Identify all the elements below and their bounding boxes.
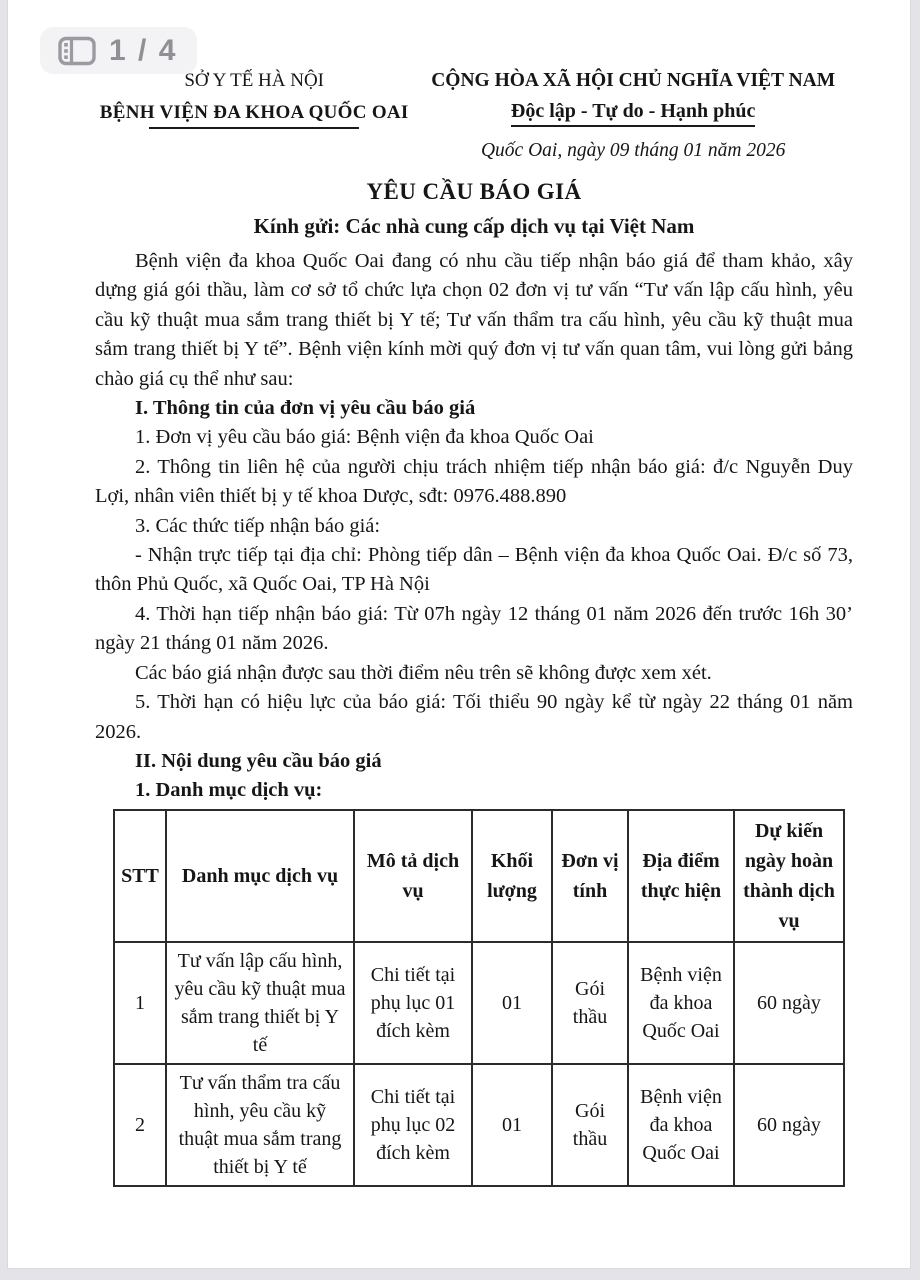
col-header-dia-diem: Địa điểm thực hiện (627, 808, 735, 943)
col-header-mo-ta: Mô tả dịch vụ (353, 808, 473, 943)
cell-stt: 2 (113, 1062, 167, 1187)
cell-dia-diem: Bệnh viện đa khoa Quốc Oai (627, 940, 735, 1065)
col-header-don-vi: Đơn vị tính (551, 808, 629, 943)
cell-danh-muc: Tư vấn thẩm tra cấu hình, yêu cầu kỹ thu… (165, 1062, 355, 1187)
section1-item4: 4. Thời hạn tiếp nhận báo giá: Từ 07h ng… (95, 602, 853, 655)
section1-note: Các báo giá nhận được sau thời điểm nêu … (135, 661, 712, 684)
section2-subheading: 1. Danh mục dịch vụ: (135, 779, 323, 802)
table-header-row: STT Danh mục dịch vụ Mô tả dịch vụ Khối … (113, 808, 845, 943)
col-header-du-kien: Dự kiến ngày hoàn thành dịch vụ (733, 808, 845, 943)
cell-don-vi: Gói thầu (551, 940, 629, 1065)
cell-danh-muc: Tư vấn lập cấu hình, yêu cầu kỹ thuật mu… (165, 940, 355, 1065)
cell-mo-ta: Chi tiết tại phụ lục 02 đích kèm (353, 1062, 473, 1187)
col-header-stt: STT (113, 808, 167, 943)
section1-item3-dash: - Nhận trực tiếp tại địa chỉ: Phòng tiếp… (95, 544, 853, 596)
cell-khoi-luong: 01 (471, 1062, 553, 1187)
header-national: CỘNG HÒA XÃ HỘI CHỦ NGHĨA VIỆT NAM Độc l… (413, 70, 853, 162)
cell-stt: 1 (113, 940, 167, 1065)
page-thumbnails-icon (58, 36, 96, 66)
cell-khoi-luong: 01 (471, 940, 553, 1065)
issuer-parent-org: SỞ Y TẾ HÀ NỘI (184, 70, 325, 91)
national-motto-line2: Độc lập - Tự do - Hạnh phúc (510, 100, 756, 127)
section1-heading: I. Thông tin của đơn vị yêu cầu báo giá (135, 397, 476, 420)
issuer-underline (149, 127, 360, 129)
section1-item2: 2. Thông tin liên hệ của người chịu trác… (95, 455, 853, 508)
intro-paragraph: Bệnh viện đa khoa Quốc Oai đang có nhu c… (95, 250, 853, 390)
issuer-org: BỆNH VIỆN ĐA KHOA QUỐC OAI (99, 102, 409, 123)
services-table: STT Danh mục dịch vụ Mô tả dịch vụ Khối … (113, 808, 845, 1187)
document-title: YÊU CẦU BÁO GIÁ (366, 179, 582, 204)
cell-mo-ta: Chi tiết tại phụ lục 01 đích kèm (353, 940, 473, 1065)
document-recipient: Kính gửi: Các nhà cung cấp dịch vụ tại V… (253, 214, 695, 238)
document-page: 1 / 4 SỞ Y TẾ HÀ NỘI BỆNH VIỆN ĐA KHOA Q… (7, 0, 911, 1269)
section1-item3: 3. Các thức tiếp nhận báo giá: (135, 514, 381, 537)
page-indicator-badge[interactable]: 1 / 4 (40, 27, 198, 74)
cell-dia-diem: Bệnh viện đa khoa Quốc Oai (627, 1062, 735, 1187)
table-row: 2 Tư vấn thẩm tra cấu hình, yêu cầu kỹ t… (113, 1062, 845, 1187)
page-indicator-label: 1 / 4 (109, 33, 178, 67)
section1-item5: 5. Thời hạn có hiệu lực của báo giá: Tối… (95, 691, 853, 743)
cell-du-kien: 60 ngày (733, 940, 845, 1065)
document-header: SỞ Y TẾ HÀ NỘI BỆNH VIỆN ĐA KHOA QUỐC OA… (95, 70, 853, 162)
section1-item1: 1. Đơn vị yêu cầu báo giá: Bệnh viện đa … (135, 426, 594, 449)
col-header-danh-muc: Danh mục dịch vụ (165, 808, 355, 943)
cell-don-vi: Gói thầu (551, 1062, 629, 1187)
col-header-khoi-luong: Khối lượng (471, 808, 553, 943)
header-issuer: SỞ Y TẾ HÀ NỘI BỆNH VIỆN ĐA KHOA QUỐC OA… (95, 70, 413, 162)
document-date: Quốc Oai, ngày 09 tháng 01 năm 2026 (480, 140, 786, 161)
document-content: SỞ Y TẾ HÀ NỘI BỆNH VIỆN ĐA KHOA QUỐC OA… (8, 0, 910, 1187)
cell-du-kien: 60 ngày (733, 1062, 845, 1187)
section2-heading: II. Nội dung yêu cầu báo giá (135, 749, 382, 772)
national-motto-line1: CỘNG HÒA XÃ HỘI CHỦ NGHĨA VIỆT NAM (431, 70, 836, 91)
table-row: 1 Tư vấn lập cấu hình, yêu cầu kỹ thuật … (113, 940, 845, 1065)
